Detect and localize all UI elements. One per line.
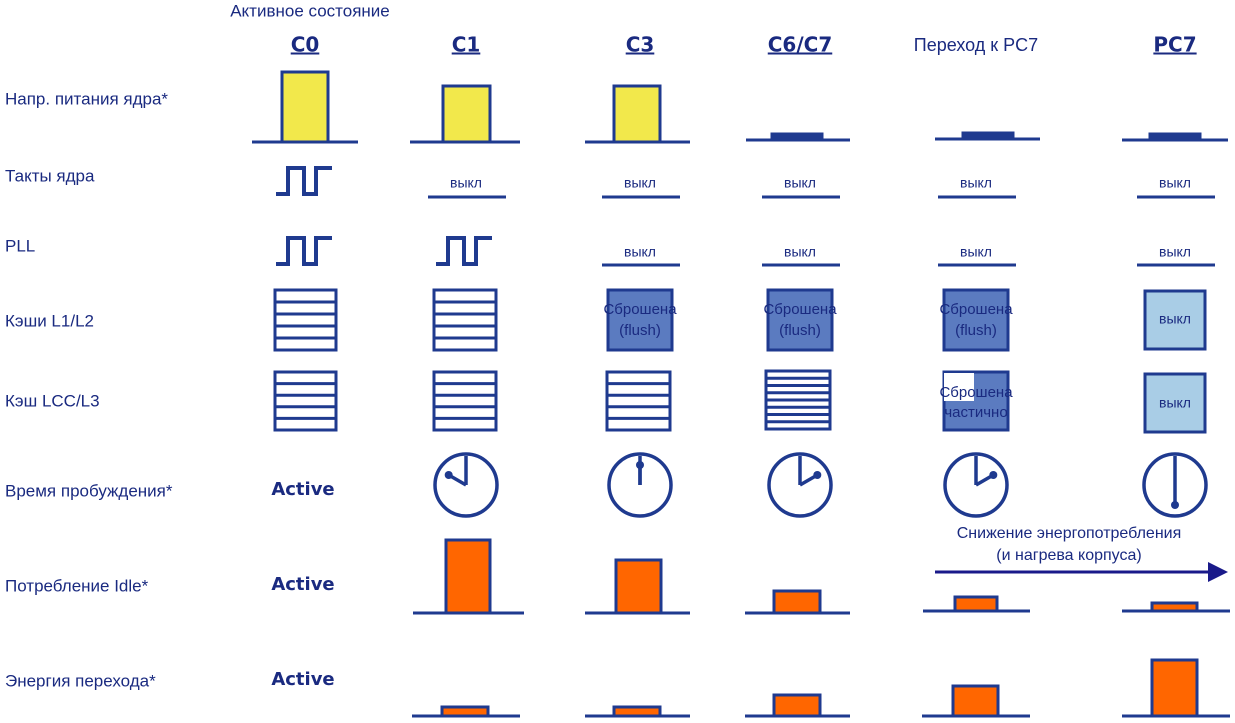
row-label: Время пробуждения* xyxy=(5,481,173,500)
clock-wave xyxy=(276,166,332,196)
cache-note: Сброшена xyxy=(603,301,677,318)
cache-note: (flush) xyxy=(955,322,997,339)
hand-tip xyxy=(813,471,822,479)
row-label: Потребление Idle* xyxy=(5,576,149,595)
cache xyxy=(432,370,498,432)
column-header: C6/C7 xyxy=(768,33,833,57)
hand-tip xyxy=(989,471,998,479)
voltage-pulse xyxy=(280,70,330,144)
energy-bar xyxy=(1150,658,1199,718)
cache xyxy=(273,370,338,432)
active-label: Active xyxy=(271,669,334,690)
cache xyxy=(273,288,338,352)
energy-bar xyxy=(772,693,822,718)
cache-flushed xyxy=(606,288,674,352)
column-header: C3 xyxy=(626,33,655,57)
off-label: выкл xyxy=(1159,175,1191,191)
cache-flushed xyxy=(942,288,1010,352)
idle-bar xyxy=(772,589,822,615)
hand-tip xyxy=(636,461,644,469)
off-label: выкл xyxy=(960,244,992,260)
arrow-head xyxy=(1208,562,1228,582)
voltage-pulse xyxy=(961,131,1015,140)
hand-tip xyxy=(1171,501,1179,509)
cache-off xyxy=(1143,289,1207,351)
caption: Активное состояние xyxy=(230,1,390,20)
cache-off-label: выкл xyxy=(1159,311,1191,327)
column-header: Переход к PC7 xyxy=(914,35,1038,55)
cache-off-label: выкл xyxy=(1159,395,1191,411)
active-label: Active xyxy=(271,574,334,595)
row-label: PLL xyxy=(5,236,35,255)
cache-note: Сброшена xyxy=(939,384,1013,401)
off-label: выкл xyxy=(960,175,992,191)
cache-note: частично xyxy=(944,404,1007,421)
column-header: PC7 xyxy=(1153,33,1196,57)
voltage-pulse xyxy=(770,132,824,141)
row-label: Напр. питания ядра* xyxy=(5,89,168,108)
cache xyxy=(605,370,672,432)
clock-wave xyxy=(436,236,492,266)
cache-partial-top xyxy=(944,373,974,401)
row-label: Такты ядра xyxy=(5,166,95,185)
voltage-pulse xyxy=(441,84,492,144)
column-header: C0 xyxy=(291,33,320,57)
cache-note: (flush) xyxy=(779,322,821,339)
clock-wave xyxy=(276,236,332,266)
column-header: C1 xyxy=(452,33,481,57)
active-label: Active xyxy=(271,479,334,500)
arrow-label: Снижение энергопотребления xyxy=(957,525,1182,542)
off-label: выкл xyxy=(450,175,482,191)
cache-off xyxy=(1143,372,1207,434)
arrow-label: (и нагрева корпуса) xyxy=(996,547,1141,564)
off-label: выкл xyxy=(784,175,816,191)
idle-bar xyxy=(444,538,492,615)
row-label: Энергия перехода* xyxy=(5,671,156,690)
cache-flushed xyxy=(766,288,834,352)
idle-bar xyxy=(614,558,663,615)
off-label: выкл xyxy=(1159,244,1191,260)
voltage-pulse xyxy=(1148,132,1202,141)
hand-tip xyxy=(444,471,453,479)
energy-bar xyxy=(951,684,1000,718)
row-label: Кэш LCC/L3 xyxy=(5,391,100,410)
voltage-pulse xyxy=(612,84,662,144)
off-label: выкл xyxy=(784,244,816,260)
idle-bar xyxy=(953,595,999,613)
off-label: выкл xyxy=(624,175,656,191)
cache-note: Сброшена xyxy=(763,301,837,318)
cache-note: (flush) xyxy=(619,322,661,339)
cache xyxy=(432,288,498,352)
cache-note: Сброшена xyxy=(939,301,1013,318)
row-label: Кэши L1/L2 xyxy=(5,311,94,330)
off-label: выкл xyxy=(624,244,656,260)
